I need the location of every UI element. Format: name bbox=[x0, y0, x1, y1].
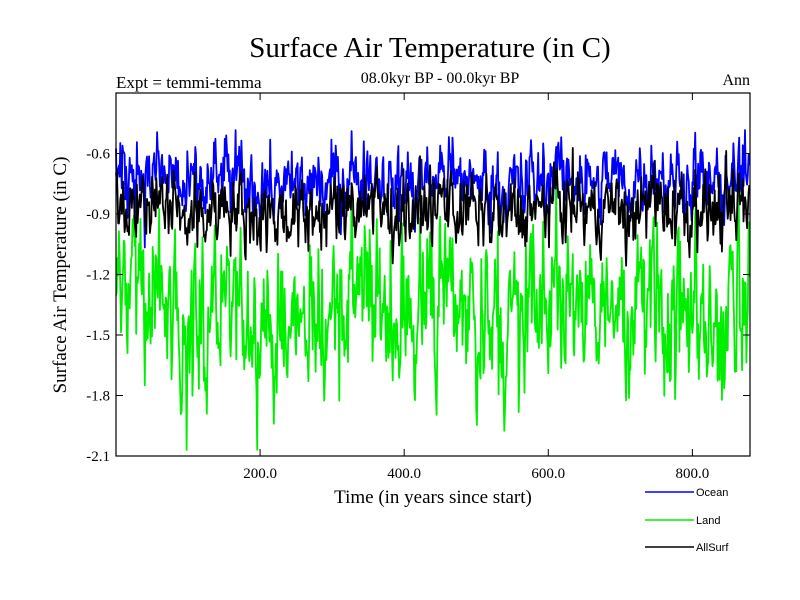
y-tick-label: -1.2 bbox=[86, 268, 110, 284]
legend: Ocean Land AllSurf bbox=[645, 487, 729, 554]
y-tick-label: -2.1 bbox=[86, 449, 110, 465]
y-axis-label: Surface Air Temperature (in C) bbox=[50, 157, 71, 394]
season-label: Ann bbox=[722, 72, 750, 89]
x-tick-label: 600.0 bbox=[531, 466, 565, 482]
chart-title: Surface Air Temperature (in C) bbox=[249, 32, 610, 64]
x-axis: 200.0 400.0 600.0 800.0 bbox=[243, 93, 709, 482]
series-line-land bbox=[115, 182, 751, 451]
y-tick-label: -1.5 bbox=[86, 328, 110, 344]
legend-label-land: Land bbox=[696, 515, 720, 527]
legend-label-allsurf: AllSurf bbox=[696, 542, 729, 554]
y-axis: -2.1 -1.8 -1.5 -1.2 -0.9 -0.6 bbox=[86, 147, 750, 465]
y-tick-label: -0.6 bbox=[86, 147, 110, 163]
legend-label-ocean: Ocean bbox=[696, 487, 728, 499]
y-tick-label: -0.9 bbox=[86, 207, 110, 223]
period-label: 08.0kyr BP - 00.0kyr BP bbox=[361, 70, 520, 87]
y-tick-label: -1.8 bbox=[86, 389, 110, 405]
series-line-allsurf bbox=[115, 146, 751, 267]
x-tick-label: 200.0 bbox=[243, 466, 277, 482]
x-axis-label: Time (in years since start) bbox=[334, 487, 532, 508]
x-tick-label: 400.0 bbox=[387, 466, 421, 482]
series-layer bbox=[115, 129, 751, 451]
x-tick-label: 800.0 bbox=[675, 466, 709, 482]
experiment-label: Expt = temmi-temma bbox=[116, 73, 262, 92]
